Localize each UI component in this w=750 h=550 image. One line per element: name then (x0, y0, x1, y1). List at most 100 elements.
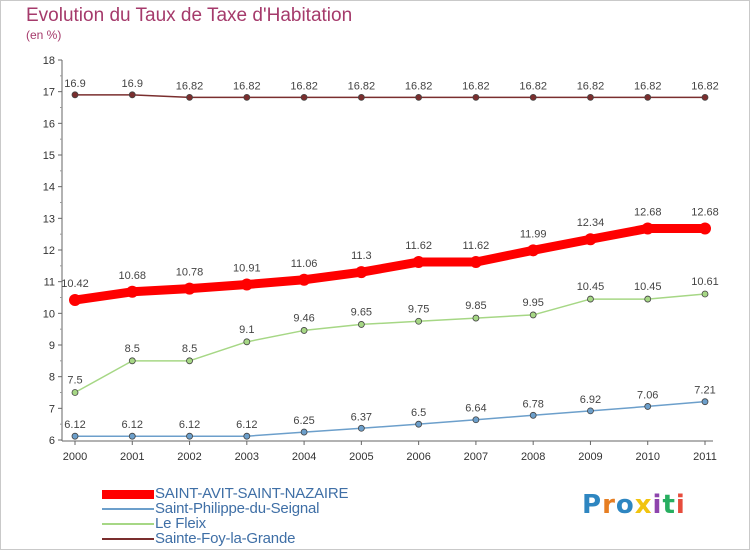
data-label: 16.9 (64, 78, 85, 90)
x-tick-label: 2005 (349, 451, 373, 463)
x-tick-label: 2007 (464, 451, 488, 463)
y-tick-label: 9 (49, 340, 55, 352)
x-tick-label: 2010 (635, 451, 659, 463)
x-tick-label: 2006 (406, 451, 430, 463)
data-label: 10.61 (691, 276, 719, 288)
data-point (529, 411, 537, 419)
legend-label: Saint-Philippe-du-Seignal (155, 500, 320, 517)
legend-swatch (102, 508, 154, 510)
logo-letter: i (675, 490, 686, 520)
data-label: 6.78 (522, 398, 543, 410)
chart-title: Evolution du Taux de Taxe d'Habitation (26, 5, 353, 26)
data-label: 10.68 (119, 270, 147, 282)
data-point (357, 424, 365, 432)
data-point (472, 93, 480, 101)
data-label: 7.5 (67, 375, 82, 387)
data-label: 16.82 (634, 80, 662, 92)
data-label: 16.82 (691, 80, 719, 92)
data-point (587, 407, 594, 415)
data-point (415, 93, 423, 101)
data-point (644, 295, 652, 303)
data-point (300, 327, 308, 334)
series-line-2 (74, 293, 706, 394)
y-tick-label: 13 (43, 213, 55, 225)
data-label: 16.82 (577, 80, 605, 92)
data-point (699, 222, 711, 235)
logo-letter: r (602, 490, 616, 520)
data-point (128, 91, 136, 99)
chart-subtitle: (en %) (26, 28, 62, 42)
data-label: 6.12 (236, 419, 257, 431)
legend-label: Sainte-Foy-la-Grande (155, 530, 296, 547)
logo-letter: x (634, 490, 653, 520)
data-label: 11.62 (405, 240, 432, 252)
data-label: 6.37 (351, 411, 372, 423)
data-point (472, 314, 480, 322)
data-point (126, 285, 139, 298)
y-tick-label: 8 (49, 372, 55, 384)
data-label: 12.68 (634, 206, 662, 218)
data-point (69, 294, 81, 307)
data-point (71, 432, 79, 440)
data-point (243, 338, 251, 346)
data-label: 16.82 (290, 80, 318, 92)
x-tick-label: 2003 (235, 451, 259, 463)
data-label: 12.34 (577, 217, 605, 229)
data-label: 9.75 (408, 303, 429, 315)
x-tick-label: 2011 (693, 451, 717, 463)
data-label: 10.45 (577, 281, 605, 293)
data-point (300, 428, 308, 436)
data-point (415, 420, 423, 428)
data-point (529, 311, 537, 319)
data-label: 16.82 (405, 80, 433, 92)
y-tick-label: 11 (44, 277, 55, 289)
data-label: 16.82 (233, 80, 261, 92)
data-point (71, 389, 79, 396)
data-point (469, 256, 482, 269)
data-point (183, 282, 196, 295)
data-point (527, 244, 540, 257)
data-point (644, 93, 652, 101)
legend-label: Le Fleix (155, 515, 206, 532)
data-label: 6.5 (411, 407, 426, 419)
data-label: 6.12 (179, 419, 200, 431)
data-label: 8.5 (182, 343, 197, 355)
data-point (584, 233, 597, 246)
data-point (587, 93, 594, 101)
data-label: 10.91 (233, 263, 261, 275)
y-tick-label: 18 (43, 55, 55, 67)
data-label: 6.64 (465, 403, 486, 415)
data-label: 11.62 (463, 240, 490, 252)
data-point (701, 398, 709, 406)
data-point (243, 93, 251, 101)
x-tick-label: 2002 (177, 451, 201, 463)
legend-swatch (102, 489, 154, 499)
data-point (412, 256, 425, 269)
y-tick-label: 12 (43, 245, 55, 257)
data-point (298, 273, 311, 286)
series-line-0 (70, 223, 710, 305)
data-label: 16.82 (519, 80, 547, 92)
data-label: 9.65 (351, 306, 372, 318)
legend-swatch (102, 523, 154, 525)
data-point (355, 266, 368, 279)
proxiti-logo: Proxiti (582, 490, 686, 520)
data-label: 16.9 (122, 78, 143, 90)
y-tick-label: 14 (43, 182, 55, 194)
data-label: 11.99 (520, 228, 547, 240)
legend-swatch (102, 538, 154, 540)
x-tick-label: 2009 (578, 451, 602, 463)
y-tick-label: 7 (49, 403, 55, 415)
logo-letter: i (652, 490, 663, 520)
data-label: 10.42 (61, 278, 89, 290)
legend-label: SAINT-AVIT-SAINT-NAZAIRE (155, 485, 349, 502)
data-point (300, 93, 308, 101)
series-line-3 (74, 94, 706, 99)
data-point (240, 278, 253, 291)
data-point (186, 432, 193, 440)
data-label: 9.85 (465, 300, 486, 312)
data-label: 6.92 (580, 394, 601, 406)
data-label: 6.12 (64, 419, 85, 431)
data-label: 11.3 (351, 250, 372, 262)
